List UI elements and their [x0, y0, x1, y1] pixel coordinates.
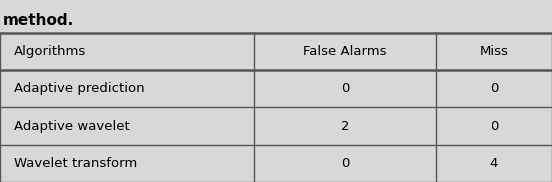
Text: Algorithms: Algorithms: [14, 45, 86, 58]
Text: Wavelet transform: Wavelet transform: [14, 157, 137, 170]
Text: 2: 2: [341, 120, 349, 132]
Text: 0: 0: [490, 120, 498, 132]
Text: False Alarms: False Alarms: [303, 45, 387, 58]
Text: 0: 0: [341, 157, 349, 170]
Text: Miss: Miss: [480, 45, 508, 58]
Text: Adaptive wavelet: Adaptive wavelet: [14, 120, 130, 132]
Text: 0: 0: [490, 82, 498, 95]
Text: Adaptive prediction: Adaptive prediction: [14, 82, 145, 95]
Text: method.: method.: [3, 13, 74, 28]
Text: 4: 4: [490, 157, 498, 170]
Text: 0: 0: [341, 82, 349, 95]
